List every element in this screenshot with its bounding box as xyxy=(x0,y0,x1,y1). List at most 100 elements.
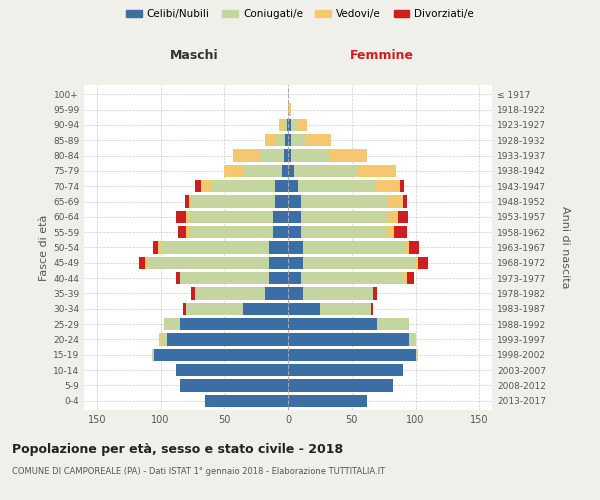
Bar xyxy=(375,180,400,192)
Bar xyxy=(190,226,273,238)
Bar xyxy=(176,210,186,223)
Bar xyxy=(288,226,301,238)
Bar xyxy=(407,272,414,284)
Bar xyxy=(297,118,307,131)
Bar xyxy=(416,256,418,269)
Y-axis label: Anni di nascita: Anni di nascita xyxy=(560,206,570,288)
Bar xyxy=(148,256,269,269)
Y-axis label: Fasce di età: Fasce di età xyxy=(39,214,49,280)
Bar xyxy=(139,256,145,269)
Bar xyxy=(288,287,304,300)
Bar xyxy=(205,394,288,407)
Bar xyxy=(176,272,179,284)
Bar xyxy=(283,118,287,131)
Bar xyxy=(288,333,409,346)
Text: COMUNE DI CAMPOREALE (PA) - Dati ISTAT 1° gennaio 2018 - Elaborazione TUTTITALIA: COMUNE DI CAMPOREALE (PA) - Dati ISTAT 1… xyxy=(12,468,385,476)
Bar xyxy=(403,195,407,208)
Bar xyxy=(185,195,188,208)
Bar xyxy=(304,256,416,269)
Bar xyxy=(269,272,288,284)
Bar xyxy=(288,241,304,254)
Bar xyxy=(244,164,281,177)
Bar xyxy=(416,348,418,361)
Bar xyxy=(161,333,167,346)
Bar xyxy=(288,379,392,392)
Bar xyxy=(188,195,193,208)
Bar xyxy=(273,210,288,223)
Bar xyxy=(288,149,290,162)
Bar xyxy=(288,272,301,284)
Bar xyxy=(329,149,367,162)
Bar xyxy=(388,226,394,238)
Bar xyxy=(224,164,244,177)
Bar xyxy=(273,226,288,238)
Bar xyxy=(406,241,409,254)
Bar xyxy=(400,180,404,192)
Bar xyxy=(233,149,259,162)
Bar xyxy=(153,241,158,254)
Bar xyxy=(275,134,286,146)
Bar xyxy=(195,180,202,192)
Bar xyxy=(275,180,288,192)
Bar xyxy=(287,118,288,131)
Bar xyxy=(371,302,373,315)
Bar xyxy=(159,333,161,346)
Bar xyxy=(178,226,186,238)
Bar xyxy=(301,195,388,208)
Bar xyxy=(158,241,161,254)
Bar xyxy=(288,364,403,376)
Bar xyxy=(394,226,407,238)
Bar xyxy=(269,241,288,254)
Bar xyxy=(275,195,288,208)
Bar xyxy=(288,164,295,177)
Bar xyxy=(191,287,195,300)
Bar xyxy=(290,118,297,131)
Bar xyxy=(288,195,301,208)
Bar xyxy=(281,164,288,177)
Bar xyxy=(288,302,320,315)
Bar xyxy=(186,302,244,315)
Bar xyxy=(388,210,398,223)
Legend: Celibi/Nubili, Coniugati/e, Vedovi/e, Divorziati/e: Celibi/Nubili, Coniugati/e, Vedovi/e, Di… xyxy=(122,5,478,24)
Bar xyxy=(193,195,275,208)
Bar xyxy=(161,241,269,254)
Bar xyxy=(279,118,283,131)
Bar xyxy=(164,318,179,330)
Bar xyxy=(295,164,358,177)
Bar xyxy=(176,364,288,376)
Bar xyxy=(265,134,275,146)
Bar xyxy=(358,164,397,177)
Bar xyxy=(184,302,186,315)
Text: Maschi: Maschi xyxy=(170,49,218,62)
Bar xyxy=(167,333,288,346)
Text: Femmine: Femmine xyxy=(350,49,414,62)
Bar xyxy=(284,149,288,162)
Bar xyxy=(145,256,148,269)
Bar xyxy=(388,195,403,208)
Bar xyxy=(265,287,288,300)
Bar xyxy=(409,333,416,346)
Bar xyxy=(259,149,284,162)
Bar xyxy=(244,302,288,315)
Bar xyxy=(373,287,377,300)
Bar xyxy=(179,272,269,284)
Bar xyxy=(301,210,388,223)
Bar xyxy=(288,118,290,131)
Bar xyxy=(179,379,288,392)
Bar xyxy=(288,180,298,192)
Bar xyxy=(290,134,306,146)
Bar xyxy=(212,180,275,192)
Bar xyxy=(288,134,290,146)
Bar xyxy=(398,210,408,223)
Bar xyxy=(301,226,388,238)
Bar xyxy=(288,318,377,330)
Bar xyxy=(418,256,428,269)
Bar xyxy=(290,149,329,162)
Bar xyxy=(288,103,290,116)
Bar xyxy=(298,180,375,192)
Bar xyxy=(320,302,371,315)
Bar xyxy=(154,348,288,361)
Bar xyxy=(152,348,154,361)
Bar xyxy=(288,210,301,223)
Bar xyxy=(186,210,190,223)
